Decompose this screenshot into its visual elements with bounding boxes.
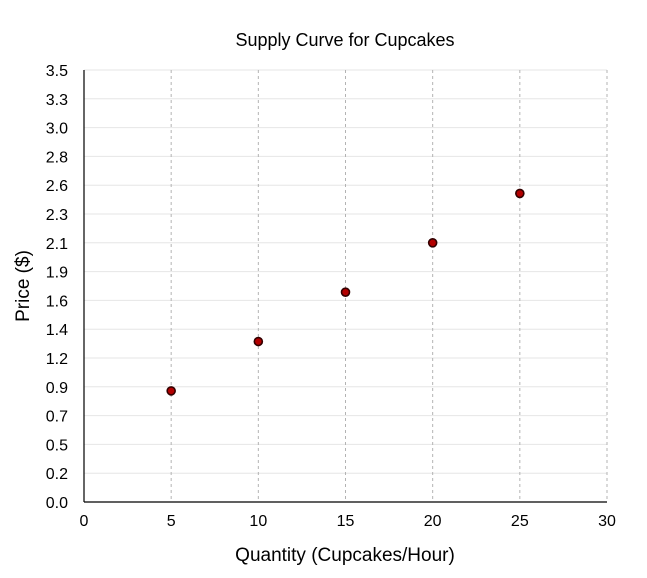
y-tick-label: 0.0 bbox=[46, 495, 68, 512]
data-point bbox=[340, 287, 351, 297]
y-tick-labels: 0.0 0.2 0.5 0.7 0.9 1.2 1.4 1.6 1.9 2.1 2.3 2.6 2.8 3… bbox=[46, 63, 68, 512]
data-point bbox=[515, 188, 525, 199]
y-axis-label: Price ($) bbox=[13, 250, 34, 322]
x-tick-label: 5 bbox=[167, 513, 176, 530]
y-tick-label: 2.8 bbox=[46, 149, 68, 166]
x-tick-label: 15 bbox=[337, 513, 355, 530]
y-tick-label: 2.1 bbox=[46, 236, 68, 253]
y-tick-label: 3.0 bbox=[46, 121, 68, 138]
y-tick-label: 0.9 bbox=[46, 380, 68, 397]
chart-title: Supply Curve for Cupcakes bbox=[235, 30, 454, 50]
grid bbox=[84, 69, 608, 502]
y-tick-label: 2.6 bbox=[46, 178, 68, 195]
x-tick-label: 10 bbox=[249, 513, 267, 530]
x-tick-label: 20 bbox=[424, 513, 442, 530]
x-tick-label: 30 bbox=[598, 513, 616, 530]
y-tick-label: 1.2 bbox=[46, 351, 68, 368]
data-point bbox=[427, 238, 438, 248]
y-tick-label: 0.5 bbox=[46, 437, 68, 454]
y-tick-label: 1.9 bbox=[46, 265, 68, 282]
x-tick-label: 25 bbox=[511, 513, 529, 530]
data-point bbox=[253, 336, 264, 347]
y-tick-label: 3.5 bbox=[46, 63, 68, 80]
y-tick-label: 1.6 bbox=[46, 293, 68, 310]
y-tick-label: 0.2 bbox=[46, 466, 68, 483]
y-tick-label: 1.4 bbox=[46, 322, 68, 339]
axes bbox=[83, 70, 607, 503]
x-tick-labels: 0 5 10 15 20 25 30 bbox=[80, 513, 616, 530]
data-point bbox=[166, 386, 176, 396]
x-axis-label: Quantity (Cupcakes/Hour) bbox=[235, 545, 455, 566]
data-points bbox=[166, 188, 525, 396]
y-tick-label: 2.3 bbox=[46, 207, 68, 224]
x-tick-label: 0 bbox=[80, 513, 89, 530]
y-tick-label: 3.3 bbox=[46, 92, 68, 109]
y-tick-label: 0.7 bbox=[46, 409, 68, 426]
